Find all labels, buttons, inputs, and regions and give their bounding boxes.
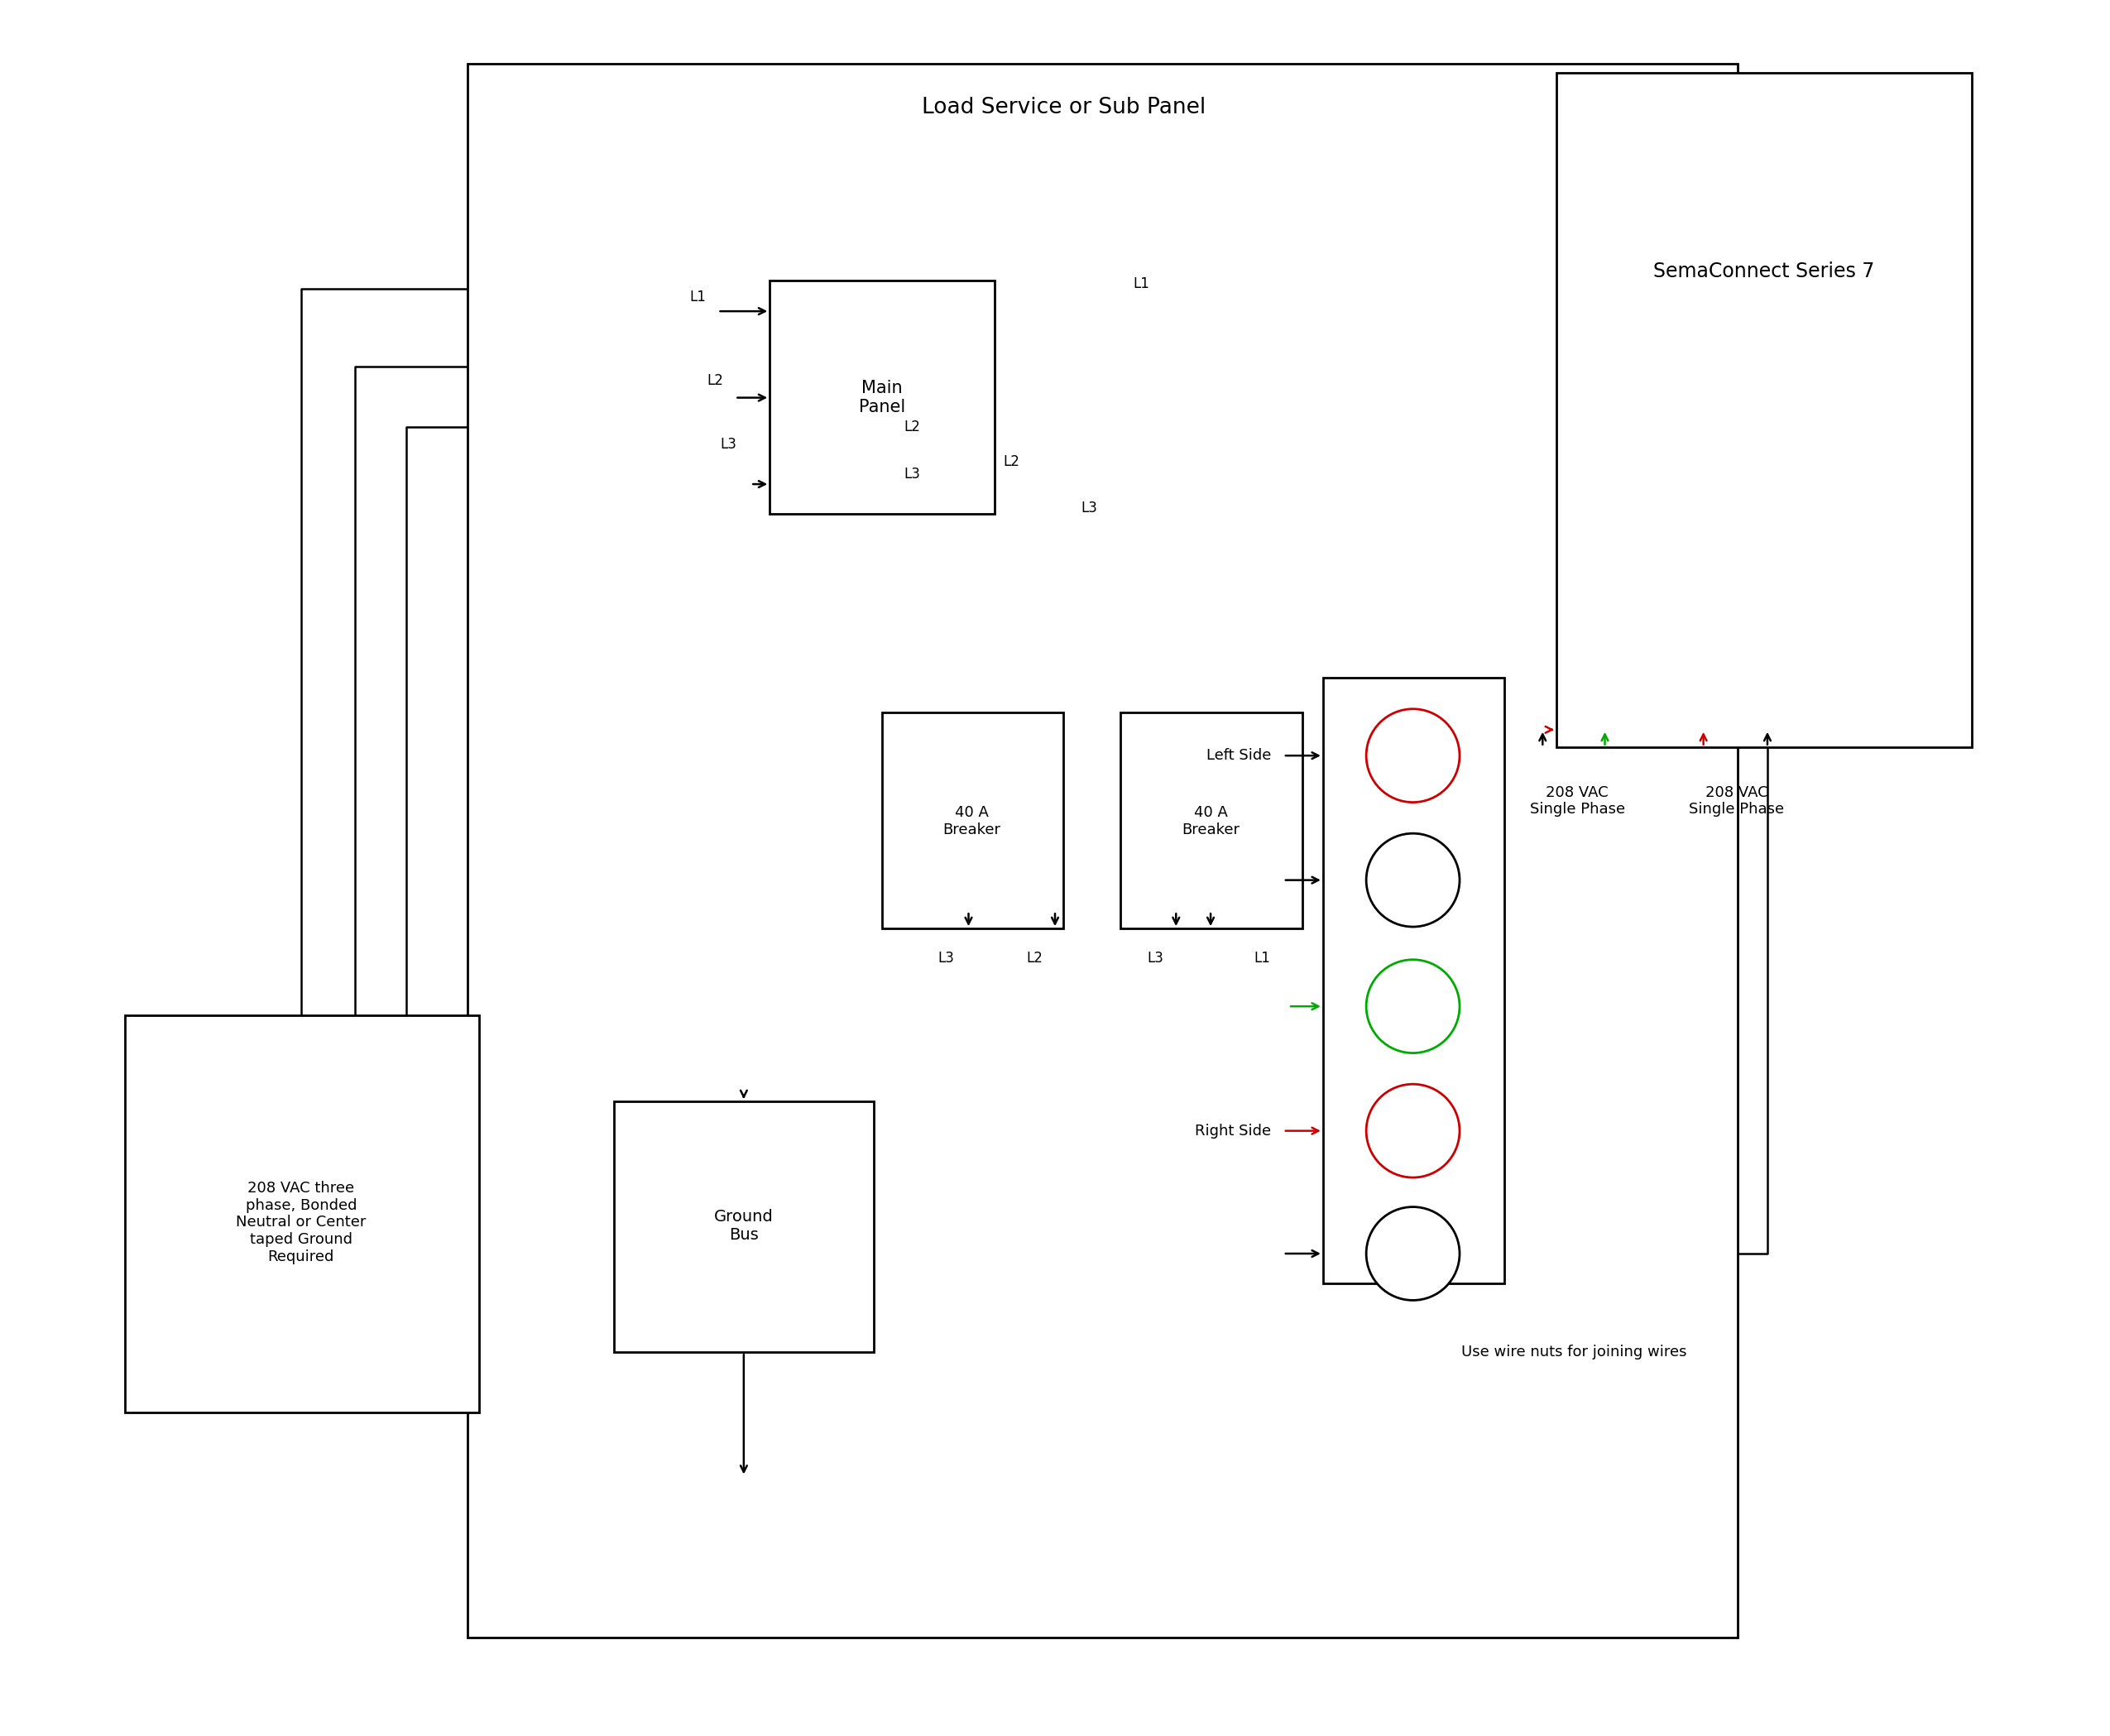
Text: L1: L1 [690,290,705,306]
Circle shape [1367,960,1460,1054]
Circle shape [1367,708,1460,802]
Text: 208 VAC
Single Phase: 208 VAC Single Phase [1688,785,1783,818]
Text: Main
Panel: Main Panel [859,380,905,415]
Text: L3: L3 [720,437,736,451]
Bar [124,1016,479,1413]
Text: L2: L2 [1025,951,1042,965]
Text: 208 VAC three
phase, Bonded
Neutral or Center
taped Ground
Required: 208 VAC three phase, Bonded Neutral or C… [236,1180,367,1264]
Bar [1557,73,1971,746]
Text: SemaConnect Series 7: SemaConnect Series 7 [1654,262,1874,281]
Text: L2: L2 [707,373,724,387]
Text: Load Service or Sub Panel: Load Service or Sub Panel [922,97,1205,118]
Bar [1120,712,1302,929]
Text: Use wire nuts for joining wires: Use wire nuts for joining wires [1460,1345,1686,1359]
Circle shape [1367,1207,1460,1300]
Text: 40 A
Breaker: 40 A Breaker [1182,806,1239,837]
Circle shape [1367,1085,1460,1177]
Bar [614,1101,874,1352]
Text: L1: L1 [1133,276,1150,292]
Text: L1: L1 [1253,951,1270,965]
Bar [1323,677,1504,1283]
Bar [466,64,1739,1637]
Bar [770,279,994,514]
Text: Right Side: Right Side [1194,1123,1270,1139]
Text: 208 VAC
Single Phase: 208 VAC Single Phase [1530,785,1625,818]
Text: Left Side: Left Side [1207,748,1270,764]
Text: L2: L2 [1004,455,1019,469]
Text: L3: L3 [1148,951,1163,965]
Text: L3: L3 [937,951,954,965]
Text: 40 A
Breaker: 40 A Breaker [943,806,1000,837]
Circle shape [1367,833,1460,927]
Text: L3: L3 [1080,502,1097,516]
Bar [882,712,1063,929]
Text: L3: L3 [903,467,920,481]
Text: Ground
Bus: Ground Bus [713,1208,774,1243]
Text: L2: L2 [903,420,920,434]
